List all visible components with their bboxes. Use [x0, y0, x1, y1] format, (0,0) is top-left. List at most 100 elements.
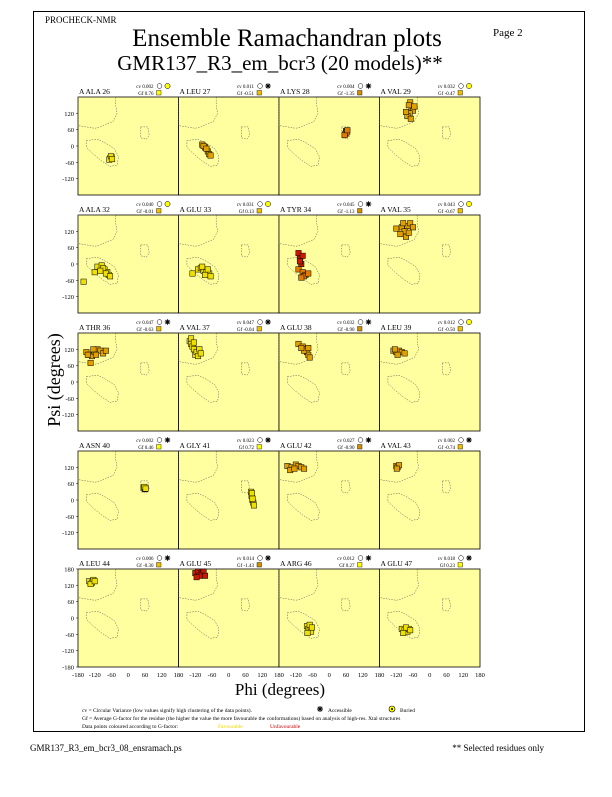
accessible-symbol	[317, 706, 323, 712]
x-tick-label: 120	[458, 672, 468, 679]
gf-colour-swatch	[457, 326, 463, 332]
x-tick-label: 60	[343, 672, 350, 679]
panel-gf-value: Gf -0.51	[237, 92, 254, 97]
accessible-icon	[466, 555, 472, 561]
panel-cv-value: cv 0.002	[438, 439, 456, 444]
allowed-region-1	[77, 214, 118, 247]
panel-7: A TYR 34 cv 0.045 Gf -1.13	[278, 201, 380, 314]
panel-residue-label: A ALA 32	[79, 205, 110, 214]
allowed-region-1	[178, 214, 218, 247]
panel-residue-label: A GLU 38	[280, 323, 312, 332]
clock-icon	[257, 319, 263, 325]
x-tick-label: 120	[157, 672, 167, 679]
legend-gf-text: Gf = Average G-factor for the residue (t…	[82, 715, 400, 722]
panel-cv-value: cv 0.012	[337, 557, 355, 562]
panel-12: A LEU 39 cv 0.012 Gf -0.50	[379, 319, 481, 432]
panel-residue-label: A GLU 45	[180, 559, 212, 568]
gf-colour-swatch	[357, 444, 363, 450]
y-tick-label: 120	[64, 229, 74, 236]
allowed-region-2	[86, 492, 119, 521]
clock-icon	[156, 201, 163, 207]
panel-cv-value: cv 0.004	[337, 85, 355, 90]
legend-colour-text: Data points coloured according to G-fact…	[82, 723, 179, 730]
allowed-region-1	[379, 568, 419, 601]
allowed-region-2	[186, 610, 220, 639]
panel-background	[77, 450, 179, 550]
panel-11: A GLU 38 cv 0.032 Gf -0.90	[278, 319, 380, 432]
panel-cv-value: cv 0.023	[237, 439, 255, 444]
y-tick-label: -60	[65, 396, 74, 403]
data-point	[299, 252, 306, 259]
y-tick-label: 180	[64, 567, 74, 574]
gf-colour-swatch	[156, 208, 162, 214]
allowed-region-3	[341, 362, 351, 376]
gf-colour-swatch	[256, 208, 262, 214]
allowed-region-3	[241, 126, 250, 140]
panel-gf-value: Gf -0.01	[137, 210, 154, 215]
buried-icon	[164, 201, 171, 207]
panel-1: A ALA 26 cv 0.002 Gf 0.76 120 60 0 -60 -120	[62, 83, 179, 196]
y-tick-label: 60	[68, 245, 75, 252]
data-point	[301, 465, 308, 472]
panel-background	[178, 568, 280, 668]
panel-residue-label: A VAL 35	[381, 205, 412, 214]
panel-residue-label: A LYS 28	[280, 87, 310, 96]
y-tick-label: 60	[68, 127, 75, 134]
legend-favourable: Favourable	[218, 724, 243, 730]
allowed-region-3	[140, 126, 150, 140]
allowed-region-2	[186, 256, 220, 285]
y-tick-label: -120	[62, 530, 74, 537]
clock-icon	[357, 437, 364, 443]
y-tick-label: 0	[71, 144, 74, 151]
allowed-region-2	[387, 492, 421, 521]
data-point	[397, 231, 404, 238]
allowed-region-1	[278, 96, 319, 129]
panel-background	[278, 96, 380, 196]
allowed-region-2	[287, 256, 320, 285]
allowed-region-2	[86, 610, 119, 639]
data-point	[407, 115, 414, 122]
data-point	[341, 132, 348, 139]
x-tick-label: -180	[72, 672, 84, 679]
x-tick-label: 180	[475, 672, 485, 679]
panel-cv-value: cv 0.047	[136, 321, 154, 326]
clock-icon	[458, 437, 464, 443]
accessible-icon	[466, 437, 472, 443]
y-tick-label: -120	[62, 176, 74, 183]
data-point	[391, 346, 398, 353]
clock-icon	[257, 555, 263, 561]
panel-14: A GLY 41 cv 0.023 Gf 0.72	[178, 437, 280, 550]
allowed-region-1	[178, 332, 218, 365]
clock-icon	[357, 83, 364, 89]
x-tick-label: 60	[443, 672, 450, 679]
allowed-region-2	[287, 610, 320, 639]
panel-cv-value: cv 0.047	[237, 321, 255, 326]
data-point	[400, 630, 407, 636]
data-point	[298, 345, 305, 351]
data-point	[202, 271, 208, 278]
panel-residue-label: A ALA 26	[79, 87, 110, 96]
x-tick-label: 0	[428, 672, 431, 679]
allowed-region-3	[241, 598, 250, 612]
allowed-region-1	[278, 568, 319, 601]
y-axis-label: Psi (degrees)	[44, 333, 65, 426]
x-tick-label: 60	[242, 672, 249, 679]
panel-cv-value: cv 0.014	[237, 557, 255, 562]
accessible-icon	[265, 83, 271, 89]
buried-symbol	[388, 705, 396, 713]
y-tick-label: -180	[62, 665, 74, 672]
x-tick-label: 180	[375, 672, 385, 679]
accessible-icon	[365, 555, 372, 561]
panel-gf-value: Gf 0.23	[440, 564, 456, 569]
allowed-region-3	[140, 244, 150, 258]
panel-cv-value: cv 0.045	[337, 203, 355, 208]
gf-colour-swatch	[256, 326, 262, 332]
panel-residue-label: A GLU 42	[280, 441, 312, 450]
buried-icon	[466, 319, 472, 325]
allowed-region-3	[241, 362, 250, 376]
panel-residue-label: A TYR 34	[280, 205, 311, 214]
data-point	[405, 102, 412, 109]
gf-colour-swatch	[156, 90, 162, 96]
panel-gf-value: Gf -0.67	[438, 210, 455, 215]
allowed-region-1	[77, 568, 118, 601]
